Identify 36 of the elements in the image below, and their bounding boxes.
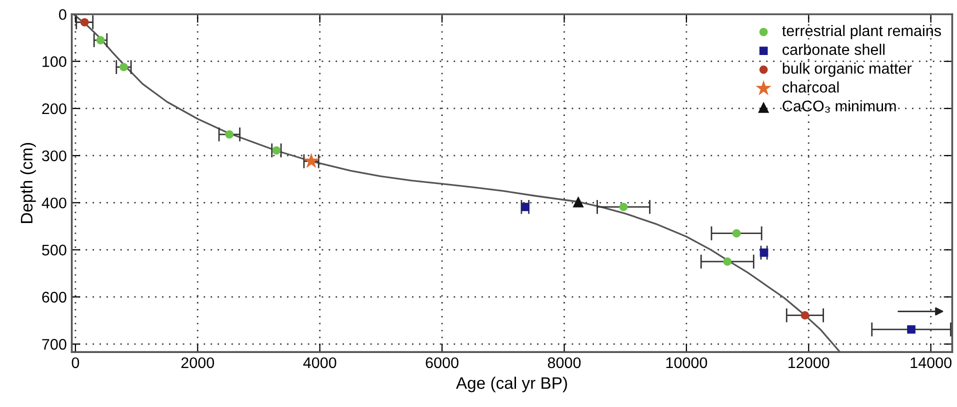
point — [619, 202, 628, 212]
point — [723, 257, 732, 266]
x-tick-label: 4000 — [303, 357, 336, 368]
point — [907, 325, 916, 334]
x-tick-label: 8000 — [548, 357, 581, 368]
y-tick-label: 700 — [42, 338, 66, 350]
point — [732, 229, 741, 238]
point — [760, 248, 768, 257]
point — [80, 18, 89, 26]
y-tick-label: 600 — [42, 292, 66, 303]
y-tick-label: 500 — [42, 244, 66, 256]
y-tick-label: 300 — [42, 150, 66, 162]
point — [272, 146, 281, 155]
x-tick-label: 14000 — [910, 357, 952, 368]
point — [120, 62, 128, 72]
point — [520, 202, 530, 212]
x-tick-label: 10000 — [666, 357, 708, 368]
legend-label: bulk organic matter — [782, 62, 912, 77]
point — [800, 311, 810, 320]
legend-label: CaCO₃ minimum — [782, 100, 896, 113]
y-axis-title: Depth (cm) — [20, 142, 36, 223]
x-axis-title: Age (cal yr BP) — [456, 376, 567, 392]
point — [572, 196, 584, 208]
x-tick-label: 0 — [72, 357, 80, 368]
x-tick-label: 6000 — [426, 357, 458, 368]
legend-label: carbonate shell — [782, 44, 884, 55]
y-tick-label: 100 — [42, 56, 66, 68]
x-tick-label: 12000 — [788, 357, 830, 368]
y-tick-label: 200 — [42, 103, 66, 114]
x-tick-label: 2000 — [181, 357, 214, 368]
legend-label: terrestrial plant remains — [782, 24, 941, 40]
y-tick-label: 400 — [42, 198, 66, 208]
legend-label: charcoal — [782, 81, 839, 93]
point — [96, 36, 105, 44]
y-tick-label: 0 — [59, 9, 66, 20]
point — [225, 130, 234, 139]
